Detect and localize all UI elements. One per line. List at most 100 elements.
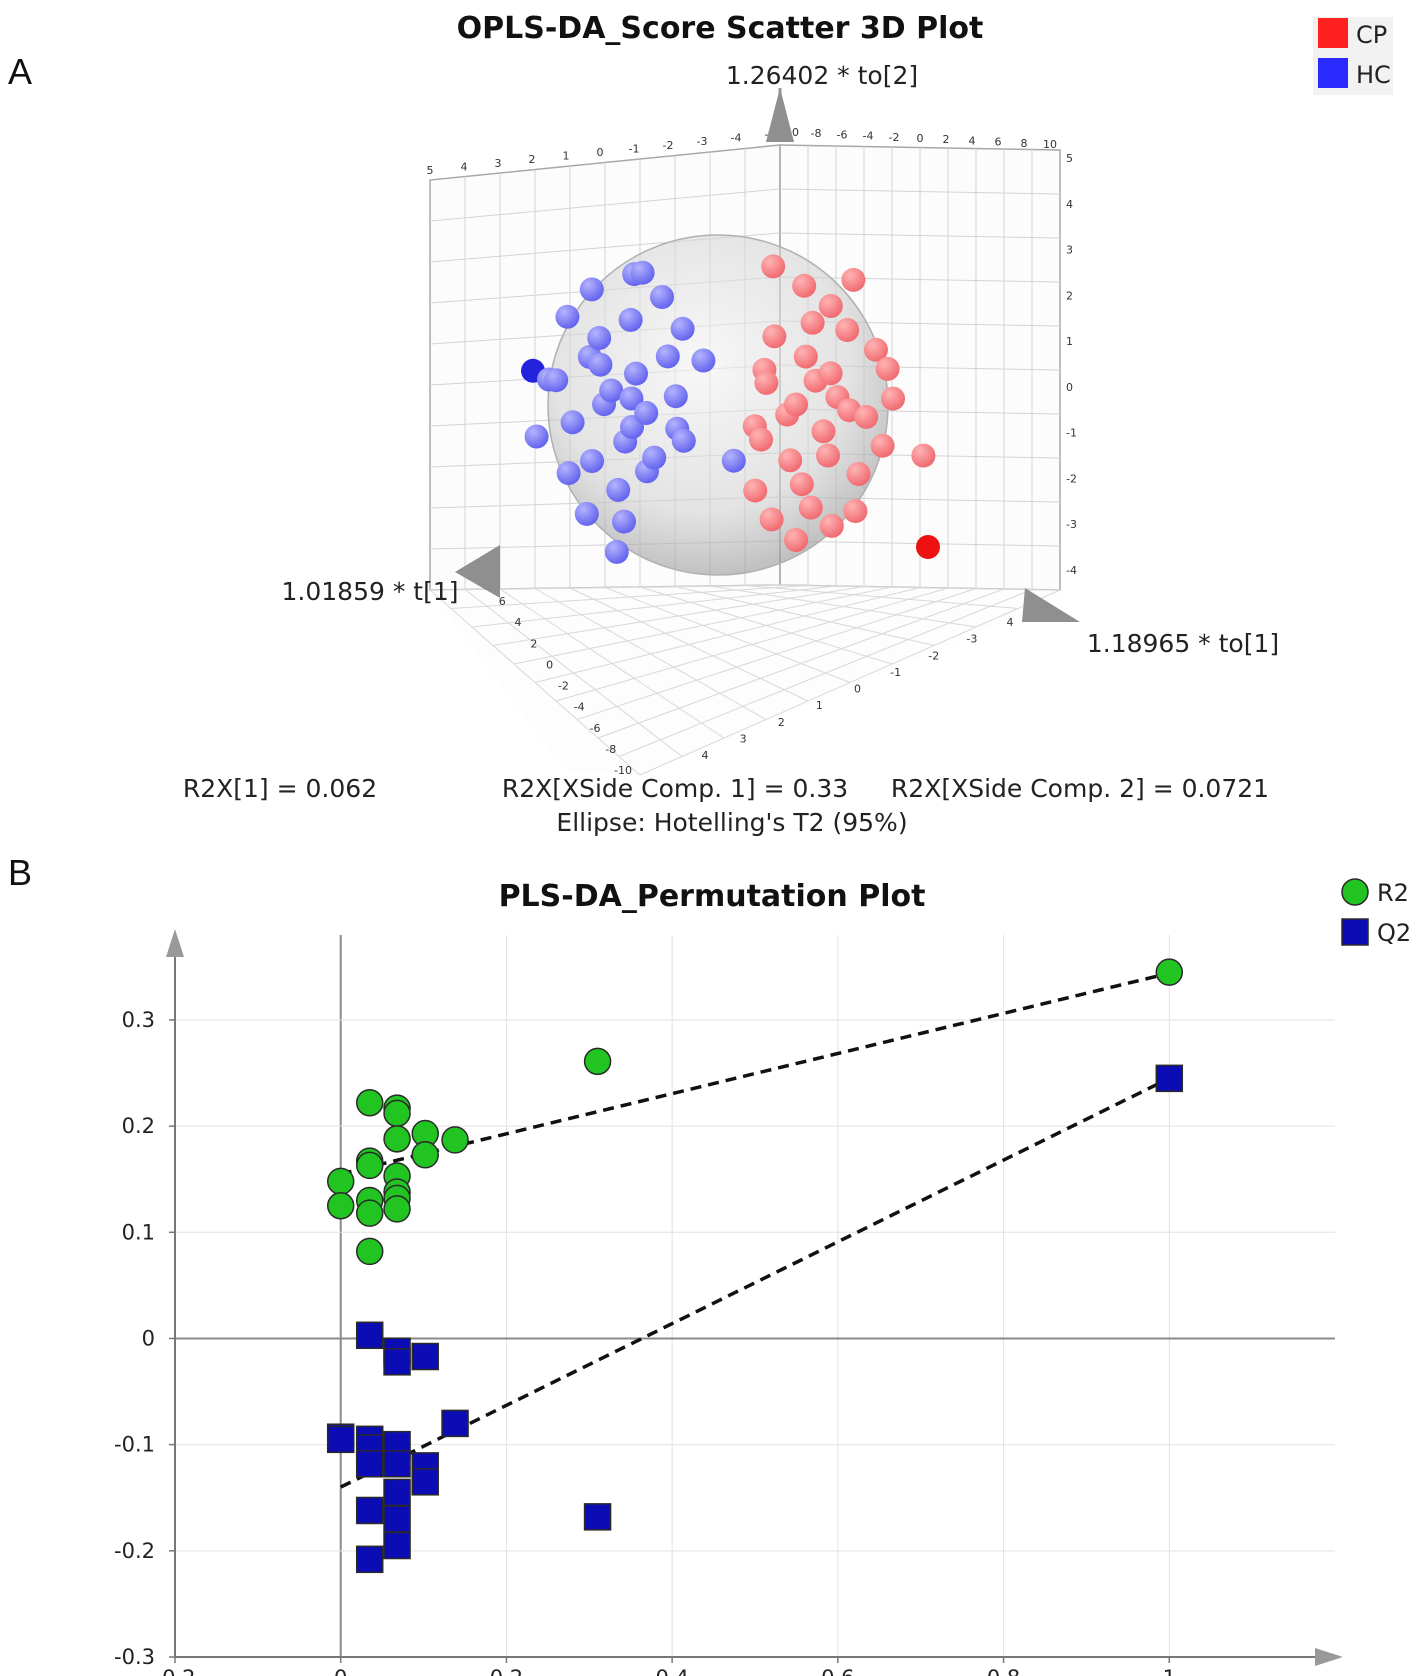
hc-point	[670, 316, 695, 341]
chart-a-title: OPLS-DA_Score Scatter 3D Plot	[457, 11, 984, 46]
tick-label-3d: 5	[1066, 152, 1073, 165]
chart-b-title: PLS-DA_Permutation Plot	[499, 879, 926, 914]
ellipse-caption: Ellipse: Hotelling's T2 (95%)	[556, 808, 907, 837]
cp-point	[778, 448, 803, 473]
legend-r2-label: R2	[1377, 879, 1409, 907]
tick-label-3d: 1	[1066, 335, 1073, 348]
x-tick-label: -0.2	[155, 1666, 196, 1676]
tick-label-3d: 10	[1043, 138, 1057, 151]
cp-point	[792, 273, 817, 298]
tick-label-3d: -1	[1066, 427, 1077, 440]
tick-label-3d: 0	[546, 658, 553, 671]
tick-label-3d: 3	[740, 732, 747, 745]
tick-label-3d: -10	[614, 764, 632, 777]
tick-label-3d: 1	[563, 150, 570, 163]
cp-point	[759, 507, 784, 532]
q2-point	[441, 1409, 469, 1438]
r2-point	[1155, 958, 1184, 986]
legend-hc-swatch	[1318, 58, 1348, 88]
tick-label-3d: 8	[1021, 137, 1028, 150]
q2-point	[383, 1505, 411, 1533]
panel-a-label: A	[8, 51, 32, 92]
cp-point	[761, 254, 786, 279]
tick-label-3d: -3	[966, 633, 977, 646]
stat-r2x-side1: R2X[XSide Comp. 1] = 0.33	[502, 774, 848, 803]
cp-point	[818, 294, 843, 318]
tick-label-3d: 2	[943, 133, 950, 146]
tick-label-3d: 4	[1066, 198, 1073, 211]
r2-point	[326, 1167, 355, 1196]
tick-label-3d: 2	[1066, 289, 1073, 302]
r2-point	[441, 1126, 469, 1154]
cp-point	[811, 419, 836, 444]
chart-b-legend: R2 Q2	[1341, 878, 1411, 947]
y-tick-label: -0.1	[114, 1433, 155, 1457]
r2-point	[355, 1151, 384, 1180]
x-axis-arrow	[1315, 1648, 1343, 1666]
hc-point	[580, 449, 604, 473]
r2-point	[326, 1192, 355, 1220]
tick-label-3d: -8	[605, 743, 616, 756]
stat-r2x-side2: R2X[XSide Comp. 2] = 0.0721	[891, 774, 1269, 803]
tick-label-3d: -6	[589, 722, 600, 735]
chart-a-points	[521, 254, 940, 564]
tick-label-3d: 0	[854, 683, 861, 696]
cp-point	[870, 433, 895, 458]
cp-point	[793, 344, 818, 369]
tick-label-3d: -2	[558, 680, 569, 693]
q2-point	[355, 1496, 384, 1525]
hc-point	[587, 326, 612, 350]
r2-point	[583, 1047, 612, 1076]
hc-point	[630, 260, 655, 285]
legend-q2-marker	[1341, 918, 1369, 946]
tick-label-3d: -2	[1066, 472, 1077, 485]
chart-b-plot: -0.200.20.40.60.81-0.3-0.2-0.100.10.20.3	[114, 929, 1343, 1676]
q2-point	[411, 1342, 439, 1371]
cp-point	[754, 370, 779, 395]
r2-point	[383, 1099, 411, 1128]
hc-point	[574, 501, 599, 526]
legend-cp-label: CP	[1356, 21, 1387, 49]
tick-label-3d: 4	[702, 749, 709, 762]
right-vertical-ticks: 5 4 3 2 1 0 -1 -2 -3 -4	[1066, 152, 1077, 577]
x-tick-label: 1	[1163, 1666, 1176, 1676]
hc-point	[544, 368, 569, 393]
hc-point	[579, 277, 604, 302]
floor-front-ticks: 4 3 2 1 0 -1 -2 -3 4	[702, 616, 1014, 762]
tick-label-3d: -4	[731, 132, 742, 145]
cp-point	[864, 337, 888, 362]
y-tick-label: -0.2	[114, 1539, 155, 1563]
legend-cp-swatch	[1318, 18, 1348, 48]
r2-point	[383, 1125, 411, 1153]
cp-point	[843, 499, 868, 524]
tick-label-3d: 6	[995, 136, 1002, 149]
r2-regression-line	[340, 971, 1170, 1176]
hc-point	[642, 445, 667, 470]
y-tick-label: -0.3	[114, 1645, 155, 1669]
cp-point	[854, 404, 879, 429]
hc-point	[599, 378, 624, 403]
q2-point	[355, 1545, 384, 1574]
cp-point	[881, 386, 905, 411]
cp-point	[916, 535, 940, 559]
cp-point	[911, 443, 936, 468]
hc-point	[612, 509, 636, 534]
cp-point	[784, 392, 808, 417]
tick-label-3d: -1	[629, 142, 640, 155]
tick-label-3d: 3	[495, 157, 502, 170]
cp-point	[762, 324, 787, 349]
tick-label-3d: -2	[889, 131, 900, 144]
tick-label-3d: 4	[1007, 616, 1014, 629]
tick-label-3d: 5	[427, 164, 434, 177]
hc-point	[618, 307, 643, 332]
q2-point	[383, 1531, 411, 1560]
cp-point	[789, 472, 814, 497]
cp-point	[784, 528, 808, 552]
hc-point	[671, 428, 696, 453]
hc-point	[655, 344, 680, 369]
q2-point	[326, 1425, 355, 1454]
hc-point	[634, 401, 659, 425]
q2-point	[355, 1321, 384, 1350]
x-tick-label: 0.4	[655, 1666, 688, 1676]
